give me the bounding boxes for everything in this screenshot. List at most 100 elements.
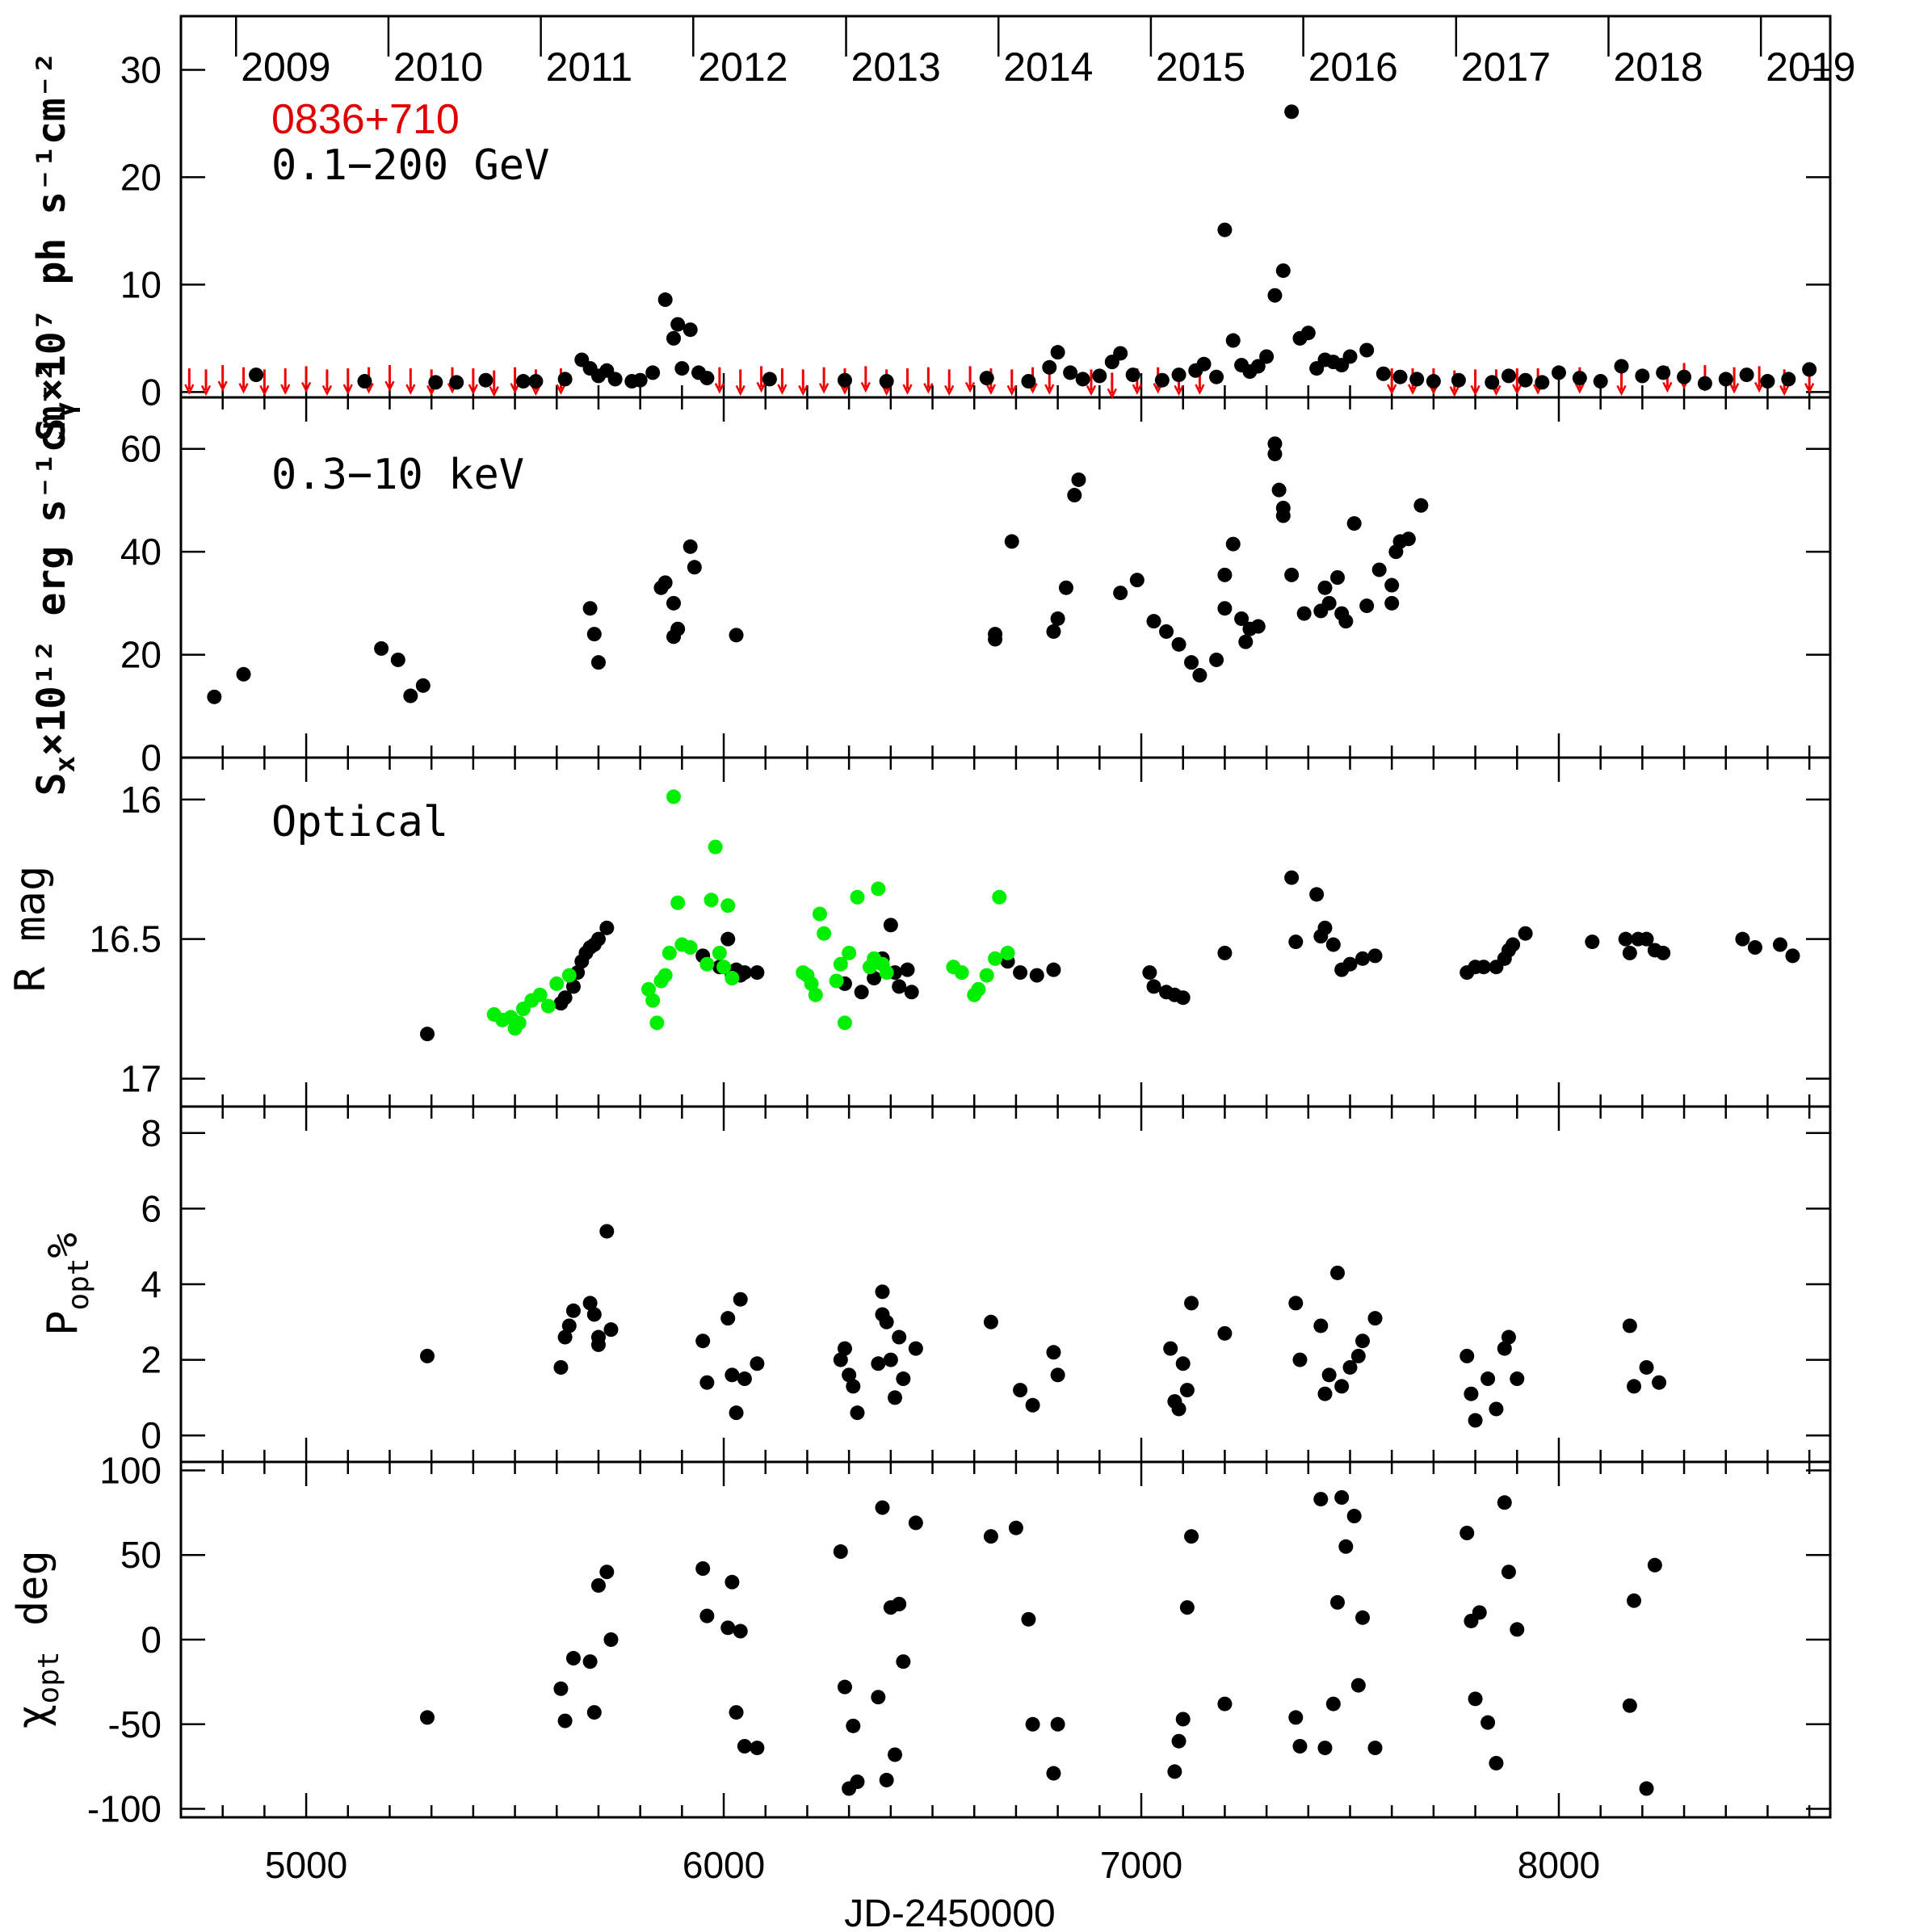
data-point xyxy=(1146,614,1161,629)
data-point xyxy=(666,789,682,804)
data-point xyxy=(729,1405,744,1421)
data-point xyxy=(720,1311,736,1326)
data-point xyxy=(729,628,744,643)
data-point xyxy=(607,372,623,387)
data-point xyxy=(1167,1764,1182,1779)
evpa-ylabel-sub: opt xyxy=(32,1651,65,1703)
data-point xyxy=(1238,634,1254,649)
data-point xyxy=(1627,1593,1642,1608)
upper-limit-arrowhead xyxy=(200,384,212,397)
data-point xyxy=(420,1710,435,1725)
data-point xyxy=(896,1654,911,1670)
data-point xyxy=(1781,372,1796,387)
data-point xyxy=(1154,372,1170,388)
data-point xyxy=(1184,655,1199,670)
data-point xyxy=(1046,962,1061,977)
data-point xyxy=(553,1359,569,1375)
upper-limit-arrowhead xyxy=(1044,384,1055,395)
upper-limit-arrowhead xyxy=(819,383,830,394)
data-point xyxy=(808,987,823,1002)
data-point xyxy=(1772,937,1787,952)
y-tick-label: 6 xyxy=(141,1187,162,1229)
data-point xyxy=(561,968,577,983)
data-point xyxy=(1184,1529,1199,1544)
data-point xyxy=(695,1334,711,1349)
data-point xyxy=(875,1284,890,1300)
data-point xyxy=(682,539,698,554)
data-point xyxy=(1288,1296,1304,1311)
y-tick-label: 17 xyxy=(120,1057,162,1099)
data-point xyxy=(1225,536,1241,552)
upper-limit-arrowhead xyxy=(1174,384,1184,397)
evpa-ylabel-main: χ xyxy=(9,1703,57,1728)
upper-limit-arrowhead xyxy=(1195,384,1205,395)
upper-limit-arrowhead xyxy=(321,384,333,397)
data-point xyxy=(724,1574,740,1590)
data-point xyxy=(1313,1318,1329,1334)
upper-limit-arrowhead xyxy=(184,384,195,395)
upper-limit-arrowhead xyxy=(1006,384,1017,397)
data-point xyxy=(599,1564,615,1580)
data-point xyxy=(390,652,405,667)
xray-energy-band-label: 0.3−10 keV xyxy=(271,451,524,499)
data-point xyxy=(1267,447,1283,462)
data-point xyxy=(983,1529,998,1544)
data-point xyxy=(1359,342,1375,358)
data-point xyxy=(1464,1386,1479,1401)
data-point xyxy=(565,1651,581,1666)
data-point xyxy=(1025,1397,1040,1413)
upper-limit-arrowhead xyxy=(300,381,312,393)
data-point xyxy=(670,317,686,332)
data-point xyxy=(908,1515,923,1531)
data-point xyxy=(1460,1348,1475,1363)
data-point xyxy=(1196,356,1212,372)
data-point xyxy=(699,1608,715,1623)
data-point xyxy=(1413,498,1429,513)
data-point xyxy=(1000,945,1015,960)
data-point xyxy=(420,1348,435,1363)
data-point xyxy=(979,371,994,386)
data-point xyxy=(1747,940,1762,956)
data-point xyxy=(737,965,752,981)
data-point xyxy=(837,1015,852,1031)
y-tick-label: 40 xyxy=(120,531,162,573)
data-point xyxy=(1401,531,1416,547)
data-point xyxy=(1593,374,1608,389)
upper-limit-arrowhead xyxy=(735,384,746,397)
data-point xyxy=(724,1367,740,1383)
data-point xyxy=(403,688,418,704)
data-point xyxy=(1501,368,1516,384)
data-point xyxy=(817,926,832,941)
data-point xyxy=(1146,979,1161,994)
year-label: 2017 xyxy=(1461,44,1551,90)
data-point xyxy=(1063,365,1078,380)
data-point xyxy=(1171,368,1186,383)
data-point xyxy=(1510,1371,1525,1387)
upper-limit-arrowhead xyxy=(1086,384,1097,397)
data-point xyxy=(833,1544,848,1560)
data-point xyxy=(1518,926,1533,941)
data-point xyxy=(1338,614,1354,629)
xray-ylabel-rest: ×10¹² erg s⁻¹cm⁻² xyxy=(29,359,74,756)
y-tick-label: -100 xyxy=(87,1788,162,1830)
data-point xyxy=(892,1329,907,1345)
data-point xyxy=(1497,1495,1512,1510)
data-point xyxy=(888,1747,903,1762)
data-point xyxy=(1142,965,1157,981)
xray-ylabel-main: S xyxy=(29,772,74,796)
x-tick-label: 7000 xyxy=(1100,1844,1182,1886)
data-point xyxy=(1460,1526,1475,1540)
data-point xyxy=(1184,1296,1199,1311)
data-point xyxy=(1217,1325,1233,1341)
y-tick-label: 2 xyxy=(141,1339,162,1381)
data-point xyxy=(557,1329,573,1345)
xray-ylabel-sub: x xyxy=(49,756,82,772)
data-point xyxy=(1075,372,1090,387)
data-point xyxy=(374,640,389,656)
data-point xyxy=(1338,1539,1354,1554)
data-point xyxy=(1008,1520,1023,1535)
y-tick-label: 60 xyxy=(120,428,162,470)
data-point xyxy=(662,945,677,960)
data-point xyxy=(557,990,573,1006)
data-point xyxy=(1510,1622,1525,1637)
